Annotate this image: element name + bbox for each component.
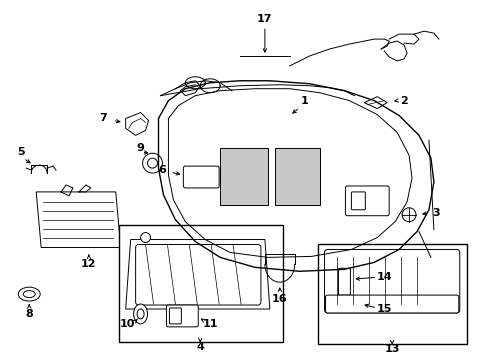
- FancyBboxPatch shape: [169, 308, 181, 324]
- Text: 11: 11: [202, 319, 218, 329]
- FancyBboxPatch shape: [351, 192, 365, 210]
- Text: 8: 8: [25, 309, 33, 319]
- Text: 13: 13: [384, 344, 399, 354]
- Circle shape: [141, 233, 150, 243]
- FancyBboxPatch shape: [183, 166, 219, 188]
- Text: 4: 4: [196, 342, 204, 352]
- Text: 16: 16: [271, 294, 287, 304]
- Text: 14: 14: [376, 272, 391, 282]
- Text: 15: 15: [376, 304, 391, 314]
- Ellipse shape: [133, 304, 147, 324]
- Polygon shape: [364, 96, 386, 109]
- Ellipse shape: [18, 287, 40, 301]
- Ellipse shape: [137, 309, 144, 319]
- Text: 7: 7: [99, 113, 106, 123]
- Text: 3: 3: [431, 208, 439, 218]
- Circle shape: [401, 208, 415, 222]
- Text: 1: 1: [300, 96, 308, 105]
- Text: 9: 9: [136, 143, 144, 153]
- FancyBboxPatch shape: [324, 249, 459, 313]
- Text: 5: 5: [18, 147, 25, 157]
- FancyBboxPatch shape: [345, 186, 388, 216]
- FancyBboxPatch shape: [338, 268, 350, 295]
- Text: 6: 6: [158, 165, 166, 175]
- Polygon shape: [274, 148, 319, 205]
- Text: 12: 12: [81, 259, 97, 269]
- Circle shape: [142, 153, 162, 173]
- Text: 10: 10: [120, 319, 135, 329]
- FancyBboxPatch shape: [325, 295, 458, 313]
- Polygon shape: [125, 113, 148, 135]
- Bar: [317, 244, 466, 344]
- FancyBboxPatch shape: [166, 305, 198, 327]
- Polygon shape: [125, 239, 269, 309]
- Text: 17: 17: [257, 14, 272, 24]
- Polygon shape: [36, 192, 121, 247]
- Ellipse shape: [23, 291, 35, 298]
- FancyBboxPatch shape: [135, 244, 261, 305]
- Text: 2: 2: [399, 96, 407, 105]
- Polygon shape: [220, 148, 267, 205]
- Circle shape: [147, 158, 157, 168]
- Bar: [119, 225, 282, 342]
